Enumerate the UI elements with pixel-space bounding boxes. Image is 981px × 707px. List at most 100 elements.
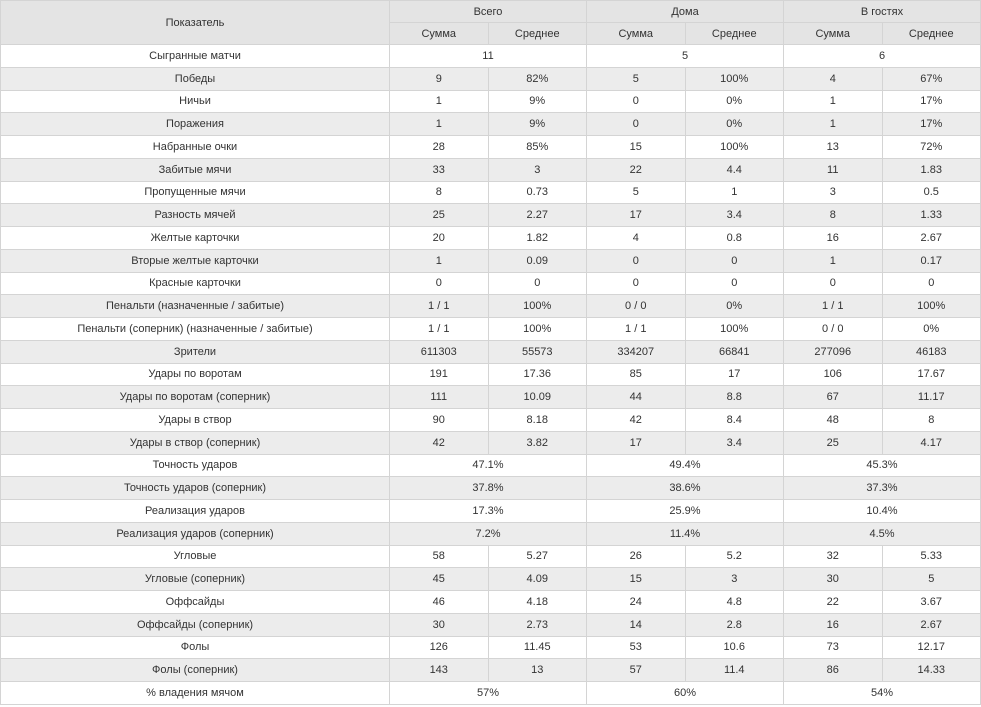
column-header-home-sum[interactable]: Сумма (586, 22, 686, 45)
cell-away-avg: 100% (881, 294, 981, 318)
row-label: Удары по воротам (0, 362, 390, 387)
cell-away-avg: 46183 (881, 339, 981, 364)
cell-total-sum: 111 (389, 385, 489, 409)
cell-away-sum: 86 (783, 658, 883, 682)
cell-total-avg: 0.09 (487, 248, 587, 273)
cell-home-value: 60% (586, 681, 784, 705)
table-row: Удары в створ 90 8.18 42 8.4 48 8 (0, 408, 981, 432)
cell-total-avg: 55573 (487, 339, 587, 364)
cell-total-avg: 4.18 (487, 590, 587, 614)
cell-home-sum: 334207 (586, 339, 686, 364)
cell-away-sum: 67 (783, 385, 883, 409)
row-label: Оффсайды (0, 590, 390, 614)
row-label: Точность ударов (соперник) (0, 476, 390, 500)
cell-total-sum: 1 (389, 89, 489, 114)
cell-home-avg: 3 (684, 567, 784, 591)
column-header-away-avg[interactable]: Среднее (881, 22, 981, 45)
cell-total-avg: 1.82 (487, 226, 587, 250)
cell-away-avg: 12.17 (881, 635, 981, 660)
row-label: Реализация ударов (0, 499, 390, 523)
cell-away-avg: 2.67 (881, 612, 981, 637)
table-row: Разность мячей 25 2.27 17 3.4 8 1.33 (0, 203, 981, 227)
cell-total-sum: 46 (389, 590, 489, 614)
column-header-total-sum[interactable]: Сумма (389, 22, 489, 45)
cell-away-avg: 67% (881, 66, 981, 91)
column-group-home[interactable]: Дома (586, 0, 784, 23)
cell-home-avg: 8.8 (684, 385, 784, 409)
table-row: Реализация ударов (соперник) 7.2% 11.4% 4.5… (0, 521, 981, 546)
cell-away-sum: 22 (783, 590, 883, 614)
cell-away-sum: 8 (783, 203, 883, 227)
cell-home-sum: 0 (586, 89, 686, 114)
table-row: Точность ударов 47.1% 49.4% 45.3% (0, 453, 981, 478)
cell-away-value: 10.4% (783, 499, 981, 523)
column-header-home-avg[interactable]: Среднее (684, 22, 784, 45)
cell-away-avg: 72% (881, 135, 981, 159)
cell-total-avg: 3 (487, 157, 587, 182)
cell-home-avg: 5.2 (684, 544, 784, 569)
table-row: Зрители 611303 55573 334207 66841 277096 46183 (0, 339, 981, 364)
header-row-groups: Показатель Всего Дома В гостях (0, 0, 981, 45)
table-row: Победы 9 82% 5 100% 4 67% (0, 66, 981, 91)
row-label: Пенальти (соперник) (назначенные / забит… (0, 317, 390, 341)
cell-total-value: 17.3% (389, 499, 587, 523)
cell-home-sum: 5 (586, 180, 686, 205)
cell-total-sum: 33 (389, 157, 489, 182)
table-row: % владения мячом 57% 60% 54% (0, 681, 981, 705)
row-label: Победы (0, 66, 390, 91)
cell-home-sum: 0 (586, 248, 686, 273)
cell-home-avg: 0.8 (684, 226, 784, 250)
row-label: Красные карточки (0, 271, 390, 296)
cell-away-sum: 16 (783, 226, 883, 250)
cell-away-sum: 0 (783, 271, 883, 296)
table-row: Пропущенные мячи 8 0.73 5 1 3 0.5 (0, 180, 981, 205)
cell-away-avg: 1.33 (881, 203, 981, 227)
cell-away-sum: 11 (783, 157, 883, 182)
cell-total-avg: 100% (487, 317, 587, 341)
table-row: Удары по воротам (соперник) 111 10.09 44 8.8… (0, 385, 981, 409)
table-row: Вторые желтые карточки 1 0.09 0 0 1 0.17 (0, 248, 981, 273)
cell-home-avg: 17 (684, 362, 784, 387)
cell-total-sum: 1 (389, 112, 489, 136)
cell-home-sum: 5 (586, 66, 686, 91)
cell-total-value: 7.2% (389, 521, 587, 546)
cell-total-sum: 1 / 1 (389, 294, 489, 318)
cell-total-sum: 191 (389, 362, 489, 387)
cell-away-sum: 106 (783, 362, 883, 387)
cell-away-avg: 17% (881, 112, 981, 136)
row-label: Сыгранные матчи (0, 44, 390, 68)
table-row: Забитые мячи 33 3 22 4.4 11 1.83 (0, 157, 981, 182)
cell-total-avg: 4.09 (487, 567, 587, 591)
cell-away-sum: 277096 (783, 339, 883, 364)
cell-home-value: 49.4% (586, 453, 784, 478)
table-row: Сыгранные матчи 11 5 6 (0, 44, 981, 68)
cell-away-avg: 4.17 (881, 430, 981, 455)
cell-away-sum: 48 (783, 408, 883, 432)
row-label: Забитые мячи (0, 157, 390, 182)
column-header-indicator[interactable]: Показатель (0, 0, 390, 45)
stats-table-body: Сыгранные матчи 11 5 6 Победы 9 82% 5 100% 4 67% Ни… (0, 44, 981, 705)
cell-total-value: 11 (389, 44, 587, 68)
row-label: Удары по воротам (соперник) (0, 385, 390, 409)
cell-home-avg: 0% (684, 89, 784, 114)
table-row: Желтые карточки 20 1.82 4 0.8 16 2.67 (0, 226, 981, 250)
cell-home-avg: 3.4 (684, 430, 784, 455)
column-header-away-sum[interactable]: Сумма (783, 22, 883, 45)
cell-away-sum: 0 / 0 (783, 317, 883, 341)
cell-away-avg: 2.67 (881, 226, 981, 250)
cell-total-sum: 8 (389, 180, 489, 205)
column-group-away[interactable]: В гостях (783, 0, 981, 23)
cell-away-sum: 13 (783, 135, 883, 159)
table-row: Точность ударов (соперник) 37.8% 38.6% 37.3… (0, 476, 981, 500)
row-label: Точность ударов (0, 453, 390, 478)
cell-total-sum: 143 (389, 658, 489, 682)
cell-home-avg: 66841 (684, 339, 784, 364)
row-label: Оффсайды (соперник) (0, 612, 390, 637)
row-label: Угловые (соперник) (0, 567, 390, 591)
column-header-total-avg[interactable]: Среднее (487, 22, 587, 45)
cell-home-avg: 0 (684, 248, 784, 273)
cell-home-value: 38.6% (586, 476, 784, 500)
cell-home-sum: 15 (586, 135, 686, 159)
column-group-total[interactable]: Всего (389, 0, 587, 23)
cell-away-avg: 11.17 (881, 385, 981, 409)
